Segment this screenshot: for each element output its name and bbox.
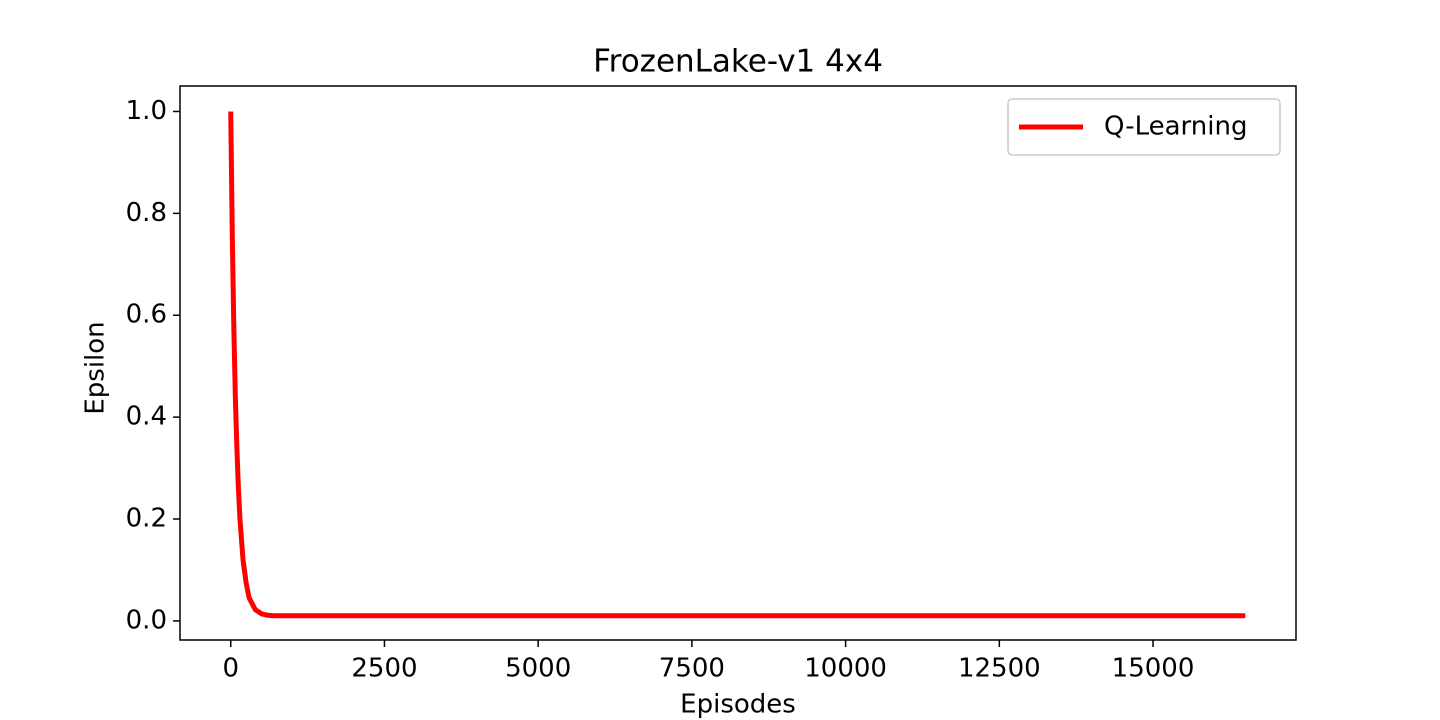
chart-title: FrozenLake-v1 4x4 [593, 44, 883, 80]
y-tick-label: 0.4 [126, 402, 167, 432]
x-tick-label: 5000 [505, 654, 571, 684]
y-tick-label: 0.8 [126, 198, 167, 228]
x-tick-label: 7500 [659, 654, 725, 684]
x-tick-label: 15000 [1112, 654, 1195, 684]
data-line [228, 111, 1246, 619]
x-tick-label: 10000 [804, 654, 887, 684]
y-tick-label: 0.6 [126, 300, 167, 330]
y-axis-label: Epsilon [81, 321, 111, 414]
y-tick-label: 0.2 [126, 504, 167, 534]
x-axis-label: Episodes [680, 690, 796, 720]
x-tick-label: 12500 [958, 654, 1041, 684]
x-tick-label: 2500 [351, 654, 417, 684]
legend-label: Q-Learning [1104, 112, 1247, 142]
y-tick-label: 1.0 [126, 96, 167, 126]
y-tick-label: 0.0 [126, 605, 167, 635]
x-tick-label: 0 [222, 654, 239, 684]
plot-frame [179, 85, 1297, 641]
legend-box [1007, 98, 1281, 156]
